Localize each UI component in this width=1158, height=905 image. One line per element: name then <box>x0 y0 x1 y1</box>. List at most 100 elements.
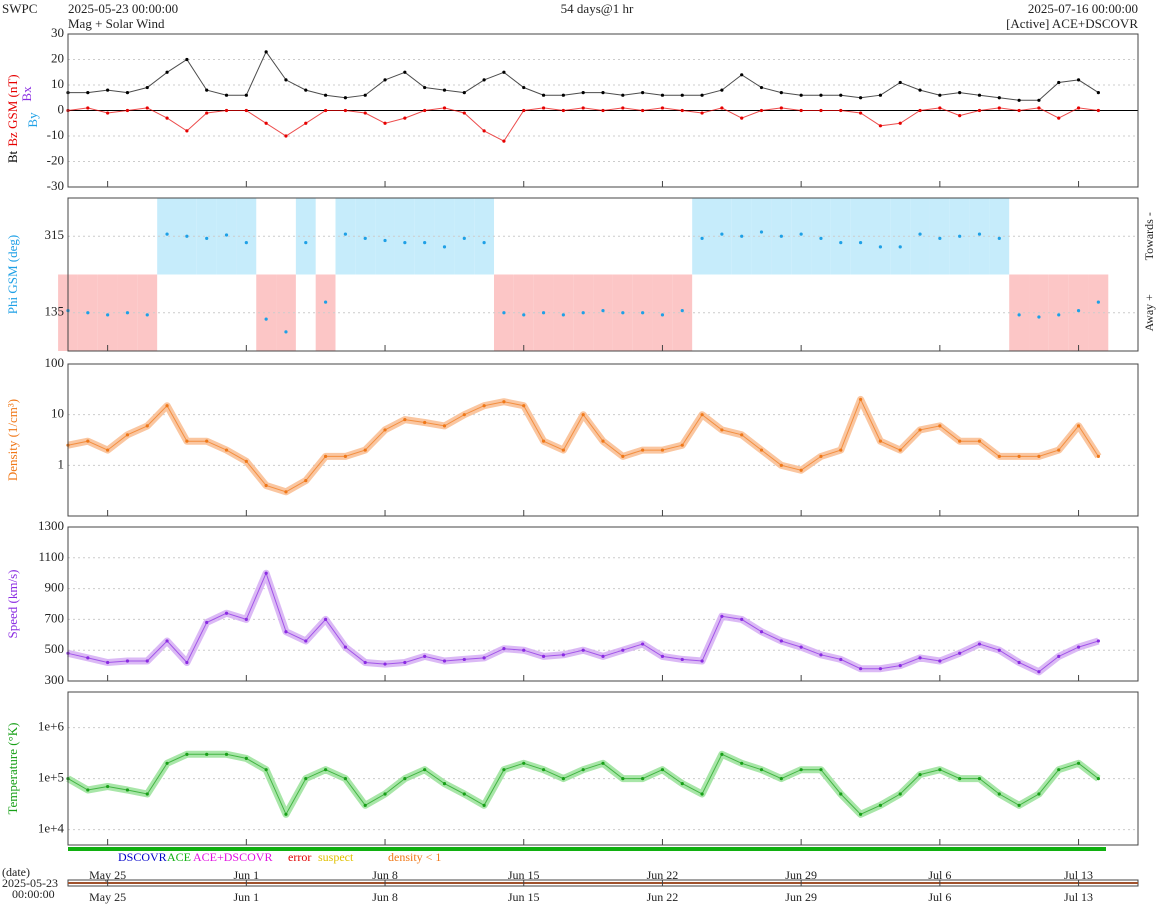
data-point <box>304 478 308 483</box>
data-point <box>185 752 189 756</box>
data-point <box>1037 106 1041 110</box>
source-legend: error <box>288 850 311 864</box>
data-point <box>145 85 149 90</box>
x-tick-label: Jun 22 <box>647 890 679 904</box>
data-point <box>1076 309 1081 313</box>
data-point <box>918 428 922 432</box>
sector-shade <box>751 198 772 275</box>
data-point <box>343 232 348 236</box>
y-tick-label: 315 <box>45 227 65 242</box>
data-point <box>700 111 704 115</box>
data-point <box>264 50 268 54</box>
data-point <box>641 311 645 315</box>
data-point <box>304 121 308 125</box>
data-point <box>185 439 189 443</box>
x-tick-label: Jun 1 <box>233 890 259 904</box>
data-point <box>244 617 248 622</box>
subtitle: Mag + Solar Wind <box>68 16 165 31</box>
data-point <box>660 93 665 97</box>
y-tick-label: 1e+4 <box>38 821 65 836</box>
series-line <box>67 753 1099 816</box>
data-point <box>462 657 466 662</box>
y-axis-label: Bz GSM (nT) <box>5 74 20 146</box>
data-point <box>660 313 665 317</box>
data-point <box>442 424 447 428</box>
source-legend: DSCOVR <box>118 850 167 864</box>
data-point <box>462 91 466 95</box>
data-point <box>878 124 883 128</box>
data-point <box>442 88 447 92</box>
data-point <box>720 752 724 756</box>
y-tick-label: 135 <box>45 304 65 319</box>
sector-shade <box>910 198 930 275</box>
data-point <box>839 241 843 245</box>
data-point <box>740 617 744 622</box>
data-point <box>343 96 348 100</box>
data-point <box>1096 91 1100 95</box>
data-point <box>442 659 447 663</box>
data-point <box>759 630 764 634</box>
data-point <box>878 439 883 443</box>
data-point <box>799 468 803 472</box>
data-point <box>244 93 248 97</box>
x-tick-label: May 25 <box>89 868 126 882</box>
data-point <box>363 93 367 97</box>
y-tick-label: -20 <box>47 152 64 167</box>
y-tick-label: 1100 <box>38 549 64 564</box>
data-point <box>403 241 407 245</box>
range-band <box>66 750 1101 818</box>
data-point <box>581 413 585 417</box>
data-point <box>621 106 625 110</box>
axis-note: Bx <box>19 86 34 102</box>
data-point <box>442 245 447 249</box>
data-point <box>799 232 803 236</box>
data-point <box>462 236 466 240</box>
data-point <box>898 664 902 668</box>
data-point <box>244 108 248 113</box>
data-point <box>323 454 328 459</box>
sector-shade <box>97 274 118 351</box>
data-point <box>205 236 209 240</box>
data-point <box>858 812 863 816</box>
data-point <box>423 241 427 245</box>
data-point <box>858 111 863 115</box>
data-point <box>641 108 645 113</box>
data-point <box>106 448 110 452</box>
data-point <box>601 91 605 95</box>
data-point <box>700 236 704 240</box>
data-point <box>1057 313 1061 317</box>
data-point <box>918 108 922 113</box>
data-point <box>205 111 209 115</box>
data-point <box>779 234 783 238</box>
data-point <box>1096 454 1100 459</box>
data-point <box>165 70 169 74</box>
data-point <box>165 404 169 408</box>
data-point <box>1076 78 1081 82</box>
data-point <box>1057 448 1061 452</box>
data-point <box>145 313 149 317</box>
data-point <box>878 93 883 97</box>
data-point <box>918 88 922 92</box>
data-point <box>621 311 625 315</box>
data-point <box>264 121 268 125</box>
data-point <box>561 653 565 657</box>
data-point <box>858 667 863 671</box>
data-point <box>423 420 427 425</box>
data-point <box>1057 654 1061 658</box>
data-point <box>541 106 546 110</box>
data-point <box>1096 639 1100 643</box>
data-point <box>1017 454 1021 459</box>
source-bar <box>68 847 1106 851</box>
data-point <box>799 645 803 649</box>
data-point <box>958 114 962 118</box>
data-point <box>997 106 1001 110</box>
data-point <box>482 78 486 82</box>
data-point <box>878 803 883 807</box>
data-point <box>641 642 645 646</box>
data-point <box>601 309 605 313</box>
data-point <box>224 93 229 97</box>
data-point <box>720 614 724 618</box>
data-point <box>284 812 288 816</box>
data-point <box>581 91 585 95</box>
